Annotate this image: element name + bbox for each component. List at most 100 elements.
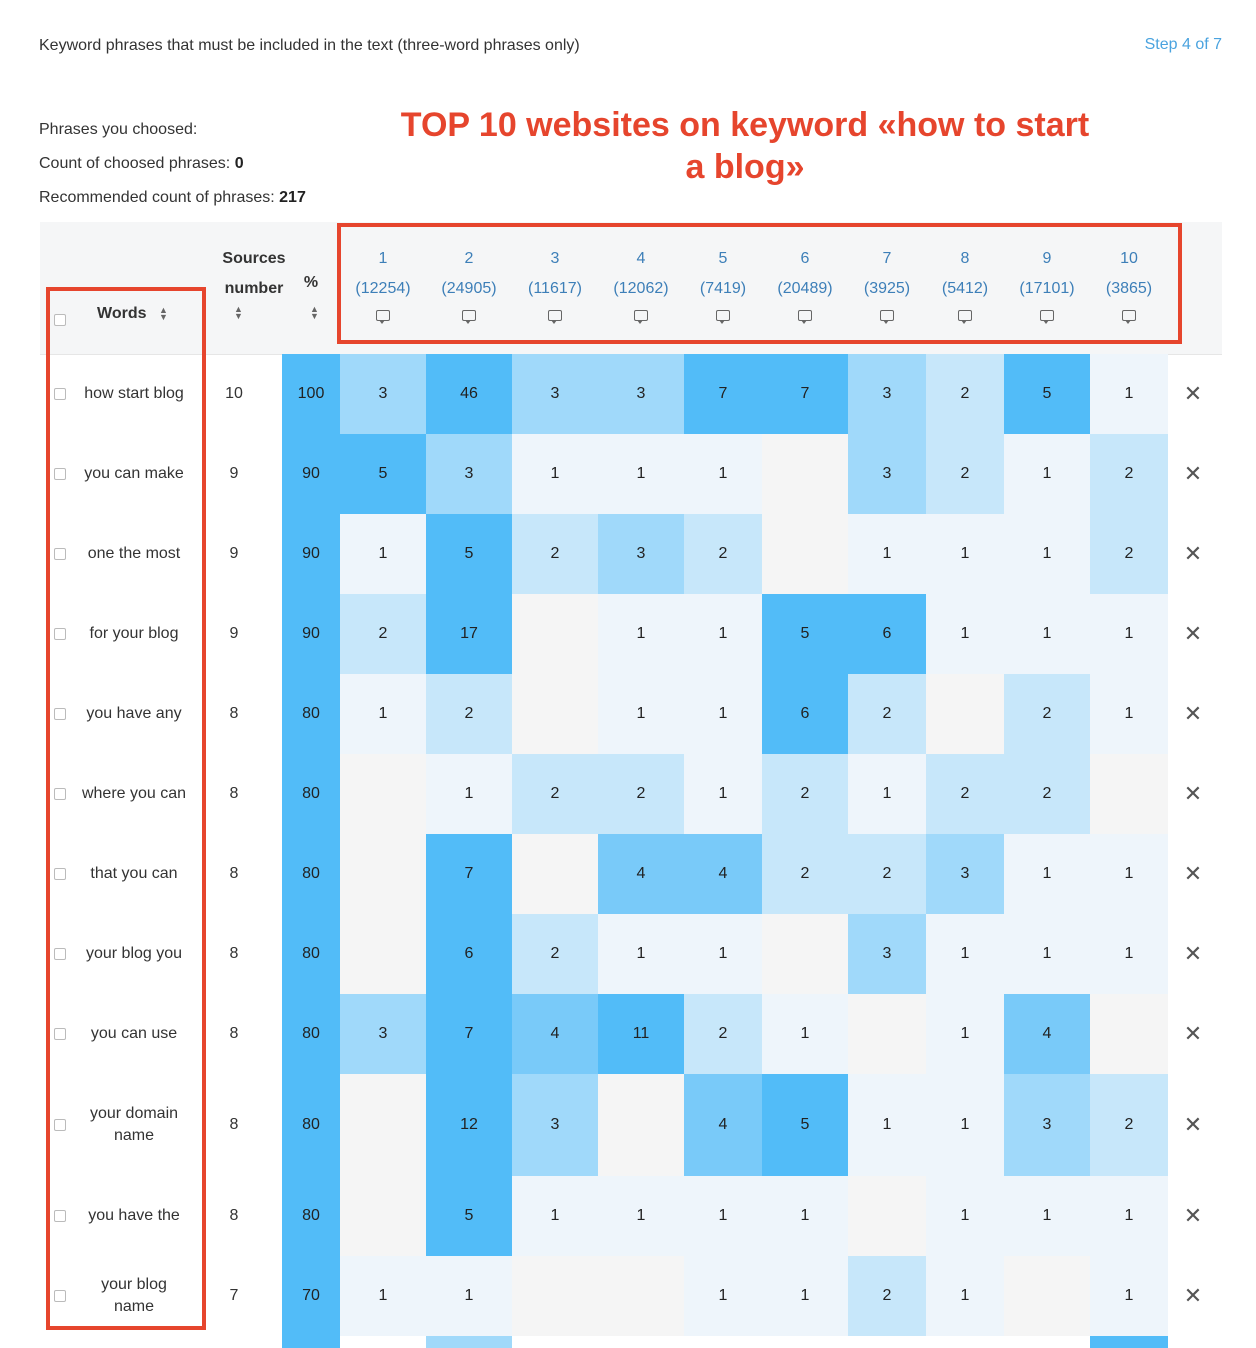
comment-icon[interactable] bbox=[548, 310, 562, 324]
site-count-cell: 1 bbox=[848, 514, 926, 594]
phrase-text: your blog you bbox=[85, 945, 183, 962]
table-row: your blog you 8 80 6 2 1 1 3 1 1 1 ✕ bbox=[40, 914, 1222, 994]
site-count-cell: 3 bbox=[848, 354, 926, 434]
words-column-header[interactable]: Words ▲ ▼ bbox=[97, 305, 168, 323]
row-checkbox[interactable] bbox=[54, 468, 66, 480]
site-count-cell: 7 bbox=[426, 834, 512, 914]
row-checkbox[interactable] bbox=[54, 868, 66, 880]
phrase-text: you can use bbox=[90, 1025, 178, 1042]
comment-icon[interactable] bbox=[1122, 310, 1136, 324]
site-count-cell: 3 bbox=[598, 514, 684, 594]
site-column-header[interactable]: 4 (12062) bbox=[598, 244, 684, 324]
site-count-cell: 1 bbox=[1004, 914, 1090, 994]
row-checkbox[interactable] bbox=[54, 1290, 66, 1302]
select-all-checkbox[interactable] bbox=[54, 314, 66, 326]
site-count-cell: 2 bbox=[512, 914, 598, 994]
comment-icon[interactable] bbox=[634, 310, 648, 324]
phrase-text: your blog name bbox=[101, 1276, 167, 1315]
site-count-cell: 1 bbox=[926, 1256, 1004, 1336]
remove-row-icon[interactable]: ✕ bbox=[1183, 941, 1203, 966]
phrase-text: one the most bbox=[87, 545, 181, 562]
site-count-cell: 1 bbox=[1090, 594, 1168, 674]
remove-row-icon[interactable]: ✕ bbox=[1183, 701, 1203, 726]
site-count-cell: 1 bbox=[684, 594, 762, 674]
row-checkbox[interactable] bbox=[54, 788, 66, 800]
table-row: where you can 8 80 1 2 2 1 2 1 2 2 ✕ bbox=[40, 754, 1222, 834]
remove-row-icon[interactable]: ✕ bbox=[1183, 461, 1203, 486]
step-indicator: Step 4 of 7 bbox=[1144, 36, 1222, 53]
site-count-cell bbox=[340, 834, 426, 914]
site-word-count: (3925) bbox=[863, 280, 911, 297]
remove-row-icon[interactable]: ✕ bbox=[1183, 541, 1203, 566]
remove-row-icon[interactable]: ✕ bbox=[1183, 1283, 1203, 1308]
site-count-cell bbox=[926, 674, 1004, 754]
remove-row-icon[interactable]: ✕ bbox=[1183, 1203, 1203, 1228]
site-column-header[interactable]: 2 (24905) bbox=[426, 244, 512, 324]
phrase-text: how start blog bbox=[84, 385, 184, 402]
site-column-header[interactable]: 8 (5412) bbox=[926, 244, 1004, 324]
comment-icon[interactable] bbox=[462, 310, 476, 324]
sources-count: 9 bbox=[229, 625, 239, 642]
site-count-cell: 2 bbox=[426, 674, 512, 754]
site-count-cell bbox=[512, 674, 598, 754]
row-checkbox[interactable] bbox=[54, 628, 66, 640]
row-checkbox[interactable] bbox=[54, 548, 66, 560]
table-row: you can make 9 90 5 3 1 1 1 3 2 1 2 ✕ bbox=[40, 434, 1222, 514]
comment-icon[interactable] bbox=[880, 310, 894, 324]
site-column-header[interactable]: 1 (12254) bbox=[340, 244, 426, 324]
remove-row-icon[interactable]: ✕ bbox=[1183, 1112, 1203, 1137]
site-count-cell: 1 bbox=[426, 1256, 512, 1336]
site-column-header[interactable]: 6 (20489) bbox=[762, 244, 848, 324]
site-count-cell bbox=[1090, 754, 1168, 834]
site-number: 3 bbox=[550, 250, 560, 267]
row-checkbox[interactable] bbox=[54, 1119, 66, 1131]
site-count-cell: 2 bbox=[512, 754, 598, 834]
site-count-cell: 11 bbox=[598, 994, 684, 1074]
site-count-cell: 3 bbox=[926, 834, 1004, 914]
site-number: 10 bbox=[1120, 250, 1138, 267]
row-checkbox[interactable] bbox=[54, 388, 66, 400]
remove-row-icon[interactable]: ✕ bbox=[1183, 861, 1203, 886]
comment-icon[interactable] bbox=[1040, 310, 1054, 324]
comment-icon[interactable] bbox=[798, 310, 812, 324]
site-column-header[interactable]: 10 (3865) bbox=[1090, 244, 1168, 324]
row-checkbox[interactable] bbox=[54, 1210, 66, 1222]
site-count-cell: 1 bbox=[926, 1074, 1004, 1176]
site-column-header[interactable]: 9 (17101) bbox=[1004, 244, 1090, 324]
row-checkbox[interactable] bbox=[54, 1028, 66, 1040]
site-count-cell: 1 bbox=[1090, 914, 1168, 994]
comment-icon[interactable] bbox=[376, 310, 390, 324]
site-count-cell: 2 bbox=[762, 834, 848, 914]
site-count-cell: 1 bbox=[684, 674, 762, 754]
sources-column-header[interactable]: Sources number bbox=[200, 244, 308, 304]
sources-count: 8 bbox=[229, 865, 239, 882]
site-count-cell: 3 bbox=[848, 914, 926, 994]
site-count-cell: 4 bbox=[684, 834, 762, 914]
site-column-header[interactable]: 7 (3925) bbox=[848, 244, 926, 324]
row-checkbox[interactable] bbox=[54, 948, 66, 960]
row-checkbox[interactable] bbox=[54, 708, 66, 720]
site-count-cell: 2 bbox=[1090, 1074, 1168, 1176]
site-count-cell: 3 bbox=[598, 354, 684, 434]
site-column-header[interactable]: 5 (7419) bbox=[684, 244, 762, 324]
site-word-count: (5412) bbox=[941, 280, 989, 297]
percent-column-header[interactable]: % bbox=[303, 274, 319, 291]
remove-row-icon[interactable]: ✕ bbox=[1183, 381, 1203, 406]
remove-row-icon[interactable]: ✕ bbox=[1183, 781, 1203, 806]
comment-icon[interactable] bbox=[716, 310, 730, 324]
sort-icon[interactable]: ▲ ▼ bbox=[310, 304, 319, 321]
sources-count: 8 bbox=[229, 1116, 239, 1133]
remove-row-icon[interactable]: ✕ bbox=[1183, 1021, 1203, 1046]
site-count-cell: 7 bbox=[762, 354, 848, 434]
percent-value: 80 bbox=[282, 834, 340, 914]
site-number: 2 bbox=[464, 250, 474, 267]
sort-icon[interactable]: ▲ ▼ bbox=[234, 304, 243, 321]
site-number: 6 bbox=[800, 250, 810, 267]
comment-icon[interactable] bbox=[958, 310, 972, 324]
percent-value: 90 bbox=[282, 434, 340, 514]
remove-row-icon[interactable]: ✕ bbox=[1183, 621, 1203, 646]
site-column-header[interactable]: 3 (11617) bbox=[512, 244, 598, 324]
site-count-cell: 6 bbox=[762, 674, 848, 754]
words-header-label: Words bbox=[97, 305, 147, 322]
site-number: 4 bbox=[636, 250, 646, 267]
